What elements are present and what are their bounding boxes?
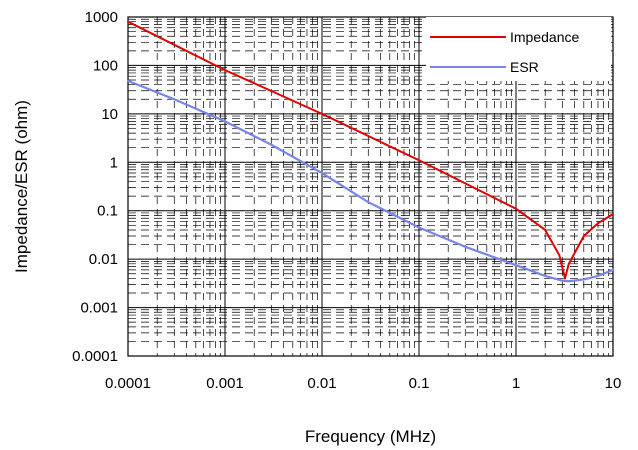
plot-area-frame [127,16,614,357]
y-tick-label: 1 [110,154,118,171]
x-tick-label: 1 [512,375,520,392]
legend-background [426,17,611,81]
x-tick-label: 0.001 [206,375,244,392]
x-tick-label: 0.1 [409,375,430,392]
series-line-impedance [127,20,614,280]
legend-label-esr: ESR [510,59,539,75]
axis-ticks: 0.0001 0.001 0.01 0.1 1 10 0.0001 0.001 0.01 0.1 1… [72,9,621,392]
legend-label-impedance: Impedance [510,29,579,45]
y-tick-label: 0.001 [80,300,118,317]
x-axis-title: Frequency (MHz) [305,427,436,446]
x-tick-label: 0.01 [307,375,336,392]
y-tick-label: 0.01 [89,251,118,268]
legend: Impedance ESR [426,17,611,81]
series-line-esr [126,79,615,283]
x-tick-label: 10 [605,375,622,392]
x-tick-label: 0.0001 [105,375,151,392]
grid [127,16,614,357]
y-axis-title: Impedance/ESR (ohm) [12,100,31,273]
y-tick-label: 0.0001 [72,348,118,365]
y-tick-label: 100 [93,57,118,74]
series-lines [126,20,615,283]
y-tick-label: 10 [101,106,118,123]
y-tick-label: 0.1 [97,203,118,220]
y-tick-label: 1000 [85,9,118,26]
